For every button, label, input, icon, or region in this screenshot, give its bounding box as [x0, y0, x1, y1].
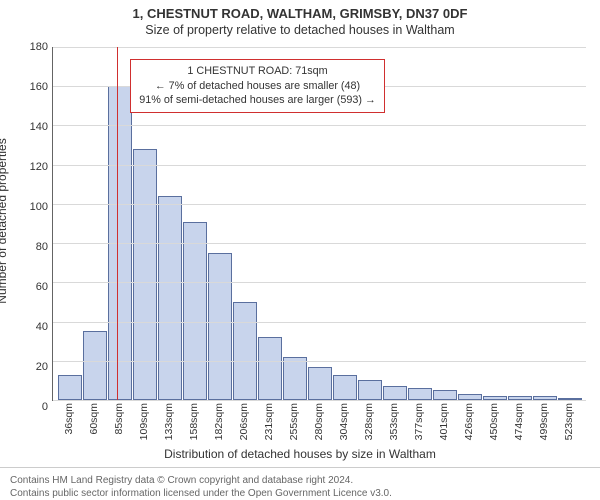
x-tick-label: 401sqm [438, 403, 450, 440]
histogram-bar [258, 337, 282, 400]
histogram-bar [133, 149, 157, 400]
y-tick-label: 60 [36, 281, 48, 293]
x-tick-label: 353sqm [388, 403, 400, 440]
x-tick-label: 450sqm [488, 403, 500, 440]
chart-container: 1, CHESTNUT ROAD, WALTHAM, GRIMSBY, DN37… [0, 0, 600, 500]
histogram-bar [233, 302, 257, 400]
x-tick-label: 158sqm [188, 403, 200, 440]
gridline [53, 125, 586, 126]
histogram-bar [333, 375, 357, 400]
chart-title-address: 1, CHESTNUT ROAD, WALTHAM, GRIMSBY, DN37… [0, 0, 600, 21]
x-tick-label: 109sqm [138, 403, 150, 440]
histogram-bar [358, 380, 382, 400]
x-tick-label: 182sqm [213, 403, 225, 440]
y-tick-label: 0 [42, 401, 48, 413]
histogram-bar [83, 331, 107, 400]
gridline [53, 204, 586, 205]
y-axis-ticks: 020406080100120140160180 [22, 47, 52, 407]
x-tick-label: 36sqm [63, 403, 75, 435]
histogram-bar [58, 375, 82, 400]
x-tick-label: 474sqm [513, 403, 525, 440]
x-tick-label: 523sqm [563, 403, 575, 440]
histogram-bar [183, 222, 207, 400]
footer-attribution: Contains HM Land Registry data © Crown c… [0, 467, 600, 500]
x-tick-label: 206sqm [238, 403, 250, 440]
y-tick-label: 20 [36, 361, 48, 373]
y-tick-label: 120 [30, 161, 48, 173]
x-tick-label: 499sqm [538, 403, 550, 440]
x-tick-label: 304sqm [338, 403, 350, 440]
annotation-line: 91% of semi-detached houses are larger (… [139, 93, 375, 108]
histogram-bar [433, 390, 457, 400]
annotation-box: 1 CHESTNUT ROAD: 71sqm← 7% of detached h… [130, 59, 384, 113]
annotation-line: ← 7% of detached houses are smaller (48) [139, 79, 375, 94]
chart-subtitle: Size of property relative to detached ho… [0, 21, 600, 41]
y-axis-label: Number of detached properties [0, 138, 9, 303]
x-tick-label: 231sqm [263, 403, 275, 440]
histogram-bar [308, 367, 332, 400]
x-tick-label: 60sqm [88, 403, 100, 435]
annotation-line: 1 CHESTNUT ROAD: 71sqm [139, 64, 375, 79]
x-axis-ticks: 36sqm 60sqm 85sqm 109sqm 133sqm 158sqm 182sqm 2… [52, 401, 586, 447]
x-tick-label: 377sqm [413, 403, 425, 440]
x-tick-label: 255sqm [288, 403, 300, 440]
x-tick-label: 85sqm [113, 403, 125, 435]
histogram-bar [408, 388, 432, 400]
gridline [53, 322, 586, 323]
plot-row: Number of detached properties 0204060801… [0, 41, 600, 401]
gridline [53, 165, 586, 166]
x-axis-label: Distribution of detached houses by size … [0, 447, 600, 461]
reference-marker [117, 47, 118, 400]
histogram-bar [158, 196, 182, 400]
y-tick-label: 140 [30, 121, 48, 133]
y-tick-label: 80 [36, 241, 48, 253]
y-tick-label: 100 [30, 201, 48, 213]
histogram-bar [283, 357, 307, 400]
x-tick-label: 280sqm [313, 403, 325, 440]
x-axis-row: 36sqm 60sqm 85sqm 109sqm 133sqm 158sqm 182sqm 2… [0, 401, 600, 447]
footer-line-1: Contains HM Land Registry data © Crown c… [10, 474, 590, 487]
gridline [53, 282, 586, 283]
gridline [53, 47, 586, 48]
y-tick-label: 180 [30, 41, 48, 53]
x-tick-label: 133sqm [163, 403, 175, 440]
y-tick-label: 160 [30, 81, 48, 93]
gridline [53, 361, 586, 362]
x-tick-label: 328sqm [363, 403, 375, 440]
histogram-bar [383, 386, 407, 400]
histogram-bar [208, 253, 232, 400]
x-tick-label: 426sqm [463, 403, 475, 440]
footer-line-2: Contains public sector information licen… [10, 487, 590, 500]
plot-area: 1 CHESTNUT ROAD: 71sqm← 7% of detached h… [52, 47, 586, 401]
y-tick-label: 40 [36, 321, 48, 333]
gridline [53, 243, 586, 244]
y-axis-label-container: Number of detached properties [0, 41, 22, 401]
